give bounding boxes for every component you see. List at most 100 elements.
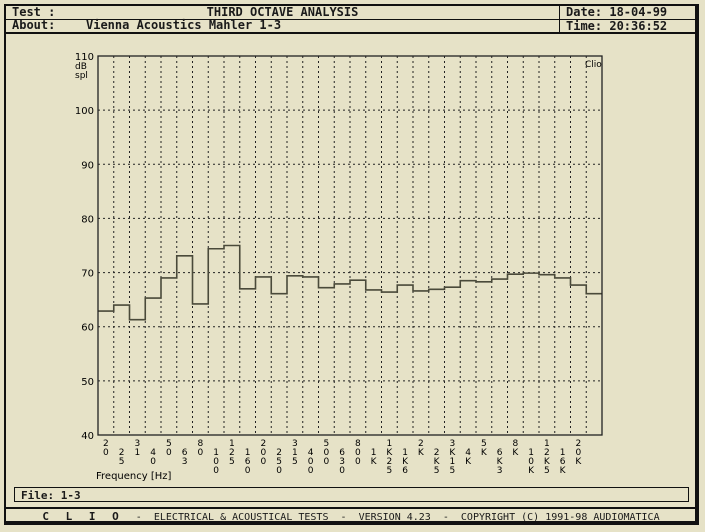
- time-text: Time: 20:36:52: [566, 19, 668, 33]
- x-tick-label: 0: [528, 457, 534, 467]
- x-tick-label: 5: [324, 439, 330, 449]
- header: Test : THIRD OCTAVE ANALYSIS About: Vien…: [6, 6, 697, 34]
- x-tick-label: 5: [292, 457, 298, 467]
- x-tick-label: 6: [402, 466, 408, 476]
- clio-watermark: Clio: [585, 60, 602, 70]
- x-tick-label: K: [402, 457, 409, 467]
- x-tick-label: 0: [103, 448, 109, 458]
- x-tick-label: 1: [560, 448, 566, 458]
- x-tick-label: 2: [119, 448, 125, 458]
- x-tick-label: 5: [481, 439, 487, 449]
- x-tick-label: 0: [324, 448, 330, 458]
- y-tick-label: 90: [81, 160, 94, 171]
- spl-step-curve: [98, 244, 602, 321]
- x-tick-label: 3: [292, 439, 298, 449]
- y-tick-label: 100: [75, 106, 94, 117]
- plot-border: [97, 55, 603, 436]
- x-tick-label: 3: [497, 466, 503, 476]
- x-tick-label: 1: [245, 448, 251, 458]
- x-tick-label: 2: [229, 448, 235, 458]
- y-tick-label: 110: [75, 52, 94, 63]
- x-tick-label: 0: [261, 448, 267, 458]
- y-tick-label: 60: [81, 323, 94, 334]
- x-tick-label: 0: [339, 466, 345, 476]
- x-tick-label: 3: [339, 457, 345, 467]
- x-tick-label: 1: [292, 448, 298, 458]
- x-tick-label: 1: [135, 448, 141, 458]
- x-tick-label: 6: [245, 457, 251, 467]
- x-tick-label: 5: [229, 457, 235, 467]
- x-tick-label: 1: [229, 439, 235, 449]
- x-tick-label: 2: [103, 439, 109, 449]
- window-frame: [4, 4, 699, 525]
- x-tick-label: 5: [434, 466, 440, 476]
- x-tick-label: 1: [544, 439, 550, 449]
- x-tick-label: 2: [434, 448, 440, 458]
- footer-brand: C L I O: [42, 510, 124, 523]
- x-tick-label: 0: [213, 466, 219, 476]
- x-tick-label: 1: [387, 439, 393, 449]
- footer: C L I O - ELECTRICAL & ACOUSTICAL TESTS …: [6, 507, 696, 524]
- x-tick-label: K: [481, 448, 488, 458]
- x-tick-label: 0: [355, 457, 361, 467]
- y-tick-label: 40: [81, 431, 94, 442]
- x-tick-label: 8: [198, 439, 204, 449]
- x-tick-label: 0: [166, 448, 172, 458]
- x-tick-label: 1: [528, 448, 534, 458]
- x-tick-label: K: [371, 457, 378, 467]
- page-title: THIRD OCTAVE ANALYSIS: [206, 5, 359, 19]
- x-tick-label: 4: [465, 448, 471, 458]
- test-label: Test :: [12, 5, 56, 19]
- x-tick-label: K: [465, 457, 472, 467]
- x-tick-label: 1: [402, 448, 408, 458]
- date-text: Date: 18-04-99: [560, 6, 697, 20]
- x-tick-label: 6: [497, 448, 503, 458]
- x-tick-label: 2: [387, 457, 393, 467]
- x-tick-label: 0: [198, 448, 204, 458]
- header-test-row: Test : THIRD OCTAVE ANALYSIS: [6, 6, 559, 20]
- x-tick-label: 2: [576, 439, 582, 449]
- x-tick-label: 4: [150, 448, 156, 458]
- x-tick-label: 5: [544, 466, 550, 476]
- x-tick-label: 3: [182, 457, 188, 467]
- x-tick-label: 2: [261, 439, 267, 449]
- header-about-row: About: Vienna Acoustics Mahler 1-3: [6, 19, 559, 32]
- x-tick-label: 2: [276, 448, 282, 458]
- x-tick-label: 0: [276, 466, 282, 476]
- x-tick-label: 0: [308, 457, 314, 467]
- x-tick-label: 8: [355, 439, 361, 449]
- x-tick-label: 0: [150, 457, 156, 467]
- x-tick-label: K: [418, 448, 425, 458]
- y-tick-label: 80: [81, 214, 94, 225]
- x-tick-label: 0: [213, 457, 219, 467]
- x-tick-label: 5: [166, 439, 172, 449]
- x-tick-label: K: [449, 448, 456, 458]
- footer-text: - ELECTRICAL & ACOUSTICAL TESTS - VERSIO…: [123, 512, 660, 523]
- header-datetime: Date: 18-04-99 Time: 20:36:52: [559, 6, 697, 33]
- x-tick-label: K: [512, 448, 519, 458]
- x-tick-label: 0: [245, 466, 251, 476]
- x-tick-label: 0: [576, 448, 582, 458]
- x-tick-label: 5: [276, 457, 282, 467]
- x-tick-label: 8: [513, 439, 519, 449]
- x-tick-label: 5: [119, 457, 125, 467]
- x-tick-label: 1: [213, 448, 219, 458]
- y-tick-label: 70: [81, 269, 94, 280]
- x-tick-label: K: [575, 457, 582, 467]
- x-tick-label: K: [497, 457, 504, 467]
- x-tick-label: 5: [387, 466, 393, 476]
- x-tick-label: K: [386, 448, 393, 458]
- x-tick-label: 0: [355, 448, 361, 458]
- x-tick-label: 2: [544, 448, 550, 458]
- x-tick-label: K: [434, 457, 441, 467]
- x-tick-label: 6: [182, 448, 188, 458]
- x-tick-label: 0: [324, 457, 330, 467]
- x-tick-label: 4: [308, 448, 314, 458]
- y-axis: 40 50 60 70 80 90 100 110: [75, 52, 94, 442]
- x-tick-label: K: [560, 466, 567, 476]
- y-axis-unit-db: dB: [75, 62, 87, 72]
- x-tick-label: 5: [450, 466, 456, 476]
- about-value: Vienna Acoustics Mahler 1-3: [86, 18, 282, 32]
